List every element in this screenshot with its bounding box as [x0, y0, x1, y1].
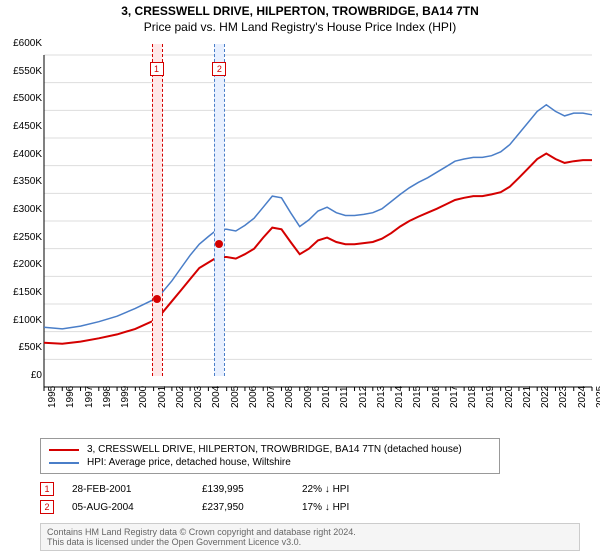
event-marker-icon: 2 — [40, 500, 54, 514]
events-table: 1 28-FEB-2001£139,99522% ↓ HPI 2 05-AUG-200… — [40, 480, 580, 516]
event-date: 05-AUG-2004 — [72, 502, 202, 513]
x-tick-label: 2004 — [211, 386, 222, 408]
chart-svg — [44, 44, 592, 402]
x-tick-label: 2023 — [558, 386, 569, 408]
x-tick-label: 2016 — [431, 386, 442, 408]
x-tick-label: 2022 — [540, 386, 551, 408]
y-tick-label: £550K — [2, 66, 42, 77]
x-tick-label: 2007 — [266, 386, 277, 408]
x-tick-label: 2017 — [449, 386, 460, 408]
legend-label: 3, CRESSWELL DRIVE, HILPERTON, TROWBRIDG… — [87, 444, 462, 455]
x-tick-label: 1998 — [102, 386, 113, 408]
y-tick-label: £400K — [2, 149, 42, 160]
x-tick-label: 2000 — [138, 386, 149, 408]
x-tick-label: 2020 — [504, 386, 515, 408]
y-tick-label: £250K — [2, 232, 42, 243]
x-tick-label: 2002 — [175, 386, 186, 408]
chart-plot-area — [44, 44, 592, 402]
x-tick-label: 1995 — [47, 386, 58, 408]
legend-box: 3, CRESSWELL DRIVE, HILPERTON, TROWBRIDG… — [40, 438, 500, 474]
y-tick-label: £300K — [2, 204, 42, 215]
x-tick-label: 2024 — [577, 386, 588, 408]
event-row: 1 28-FEB-2001£139,99522% ↓ HPI — [40, 480, 580, 498]
event-delta: 22% ↓ HPI — [302, 484, 349, 495]
x-tick-label: 2015 — [412, 386, 423, 408]
x-tick-label: 2014 — [394, 386, 405, 408]
legend-swatch — [49, 449, 79, 451]
y-tick-label: £450K — [2, 121, 42, 132]
event-date: 28-FEB-2001 — [72, 484, 202, 495]
x-tick-label: 2006 — [248, 386, 259, 408]
x-tick-label: 2012 — [358, 386, 369, 408]
y-tick-label: £0 — [2, 370, 42, 381]
footer-line-2: This data is licensed under the Open Gov… — [47, 537, 573, 547]
x-tick-label: 2021 — [522, 386, 533, 408]
event-marker-2: 2 — [212, 62, 226, 76]
legend-item: HPI: Average price, detached house, Wilt… — [49, 456, 491, 469]
event-band — [152, 44, 162, 376]
y-tick-label: £600K — [2, 38, 42, 49]
y-tick-label: £500K — [2, 93, 42, 104]
y-tick-label: £350K — [2, 176, 42, 187]
footer-line-1: Contains HM Land Registry data © Crown c… — [47, 527, 573, 537]
x-tick-label: 2003 — [193, 386, 204, 408]
x-tick-label: 2018 — [467, 386, 478, 408]
sale-point — [215, 240, 223, 248]
y-tick-label: £50K — [2, 342, 42, 353]
y-tick-label: £100K — [2, 315, 42, 326]
legend-label: HPI: Average price, detached house, Wilt… — [87, 457, 291, 468]
x-tick-label: 2013 — [376, 386, 387, 408]
event-price: £139,995 — [202, 484, 302, 495]
event-marker-icon: 1 — [40, 482, 54, 496]
x-tick-label: 2019 — [485, 386, 496, 408]
event-price: £237,950 — [202, 502, 302, 513]
chart-title: 3, CRESSWELL DRIVE, HILPERTON, TROWBRIDG… — [0, 0, 600, 18]
legend-swatch — [49, 462, 79, 464]
y-tick-label: £200K — [2, 259, 42, 270]
x-tick-label: 1999 — [120, 386, 131, 408]
x-tick-label: 1996 — [65, 386, 76, 408]
x-tick-label: 2001 — [157, 386, 168, 408]
x-tick-label: 2010 — [321, 386, 332, 408]
event-band — [214, 44, 224, 376]
chart-subtitle: Price paid vs. HM Land Registry's House … — [0, 18, 600, 34]
x-tick-label: 1997 — [84, 386, 95, 408]
x-tick-label: 2025 — [595, 386, 600, 408]
x-tick-label: 2005 — [230, 386, 241, 408]
sale-point — [153, 295, 161, 303]
x-tick-label: 2008 — [284, 386, 295, 408]
event-row: 2 05-AUG-2004£237,95017% ↓ HPI — [40, 498, 580, 516]
y-tick-label: £150K — [2, 287, 42, 298]
event-delta: 17% ↓ HPI — [302, 502, 349, 513]
attribution-footer: Contains HM Land Registry data © Crown c… — [40, 523, 580, 551]
event-marker-1: 1 — [150, 62, 164, 76]
x-tick-label: 2011 — [339, 386, 350, 408]
legend-item: 3, CRESSWELL DRIVE, HILPERTON, TROWBRIDG… — [49, 443, 491, 456]
chart-container: 3, CRESSWELL DRIVE, HILPERTON, TROWBRIDG… — [0, 0, 600, 560]
x-tick-label: 2009 — [303, 386, 314, 408]
